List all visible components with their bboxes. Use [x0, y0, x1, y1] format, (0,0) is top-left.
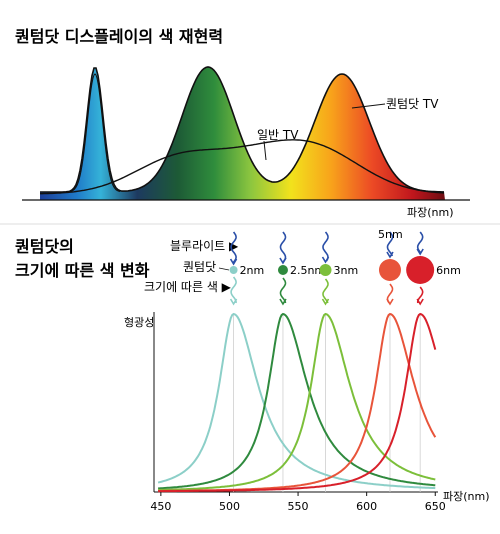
emission-wave-2nm	[230, 276, 237, 304]
emission-wave-5nm-arrow	[386, 298, 394, 306]
curve-2nm	[157, 312, 436, 490]
blue-light-wave-3nm	[322, 231, 329, 262]
bottom-title-line2: 크기에 따른 색 변화	[15, 261, 150, 280]
emission-wave-3nm-arrow	[321, 298, 330, 306]
dot-label-3nm: 3nm	[333, 264, 358, 277]
quantum-dot-2nm	[229, 266, 238, 274]
bottom-y-axis-label: 형광성	[124, 316, 154, 329]
peak-guides	[233, 314, 421, 492]
curve-3nm	[158, 312, 436, 491]
curve-5nm	[158, 312, 437, 492]
x-tick-label-550: 550	[288, 500, 309, 513]
qd-tv-pointer	[351, 103, 386, 109]
legend-quantum-dot: 퀀텀닷	[183, 260, 216, 274]
dot-label-6nm: 6nm	[436, 264, 461, 277]
curve-2.5nm	[158, 312, 436, 490]
top-chart-title: 퀀텀닷 디스플레이의 색 재현력	[15, 27, 223, 46]
blue-light-wave-6nm-arrow	[416, 248, 424, 256]
blue-light-wave-5nm	[386, 231, 394, 257]
bottom-x-ticks: 450 500 550 600 650	[150, 492, 446, 513]
legend-size-color: 크기에 따른 색 ▶	[144, 280, 232, 294]
quantum-dot-3nm	[319, 264, 332, 276]
normal-tv-label: 일반 TV	[257, 128, 299, 142]
blue-light-wave-2.5nm-arrow	[279, 257, 287, 265]
dot-label-2nm: 2nm	[240, 264, 265, 277]
top-x-axis-label: 파장(nm)	[407, 206, 454, 219]
normal-tv-line	[40, 139, 445, 195]
emission-wave-3nm	[322, 278, 329, 304]
dot-label-2.5nm: 2.5nm	[290, 264, 325, 277]
legend-blue-light: 블루라이트 ▶	[170, 239, 239, 253]
emission-wave-2.5nm	[279, 277, 287, 304]
x-tick-label-600: 600	[356, 500, 377, 513]
blue-light-wave-2nm	[230, 231, 237, 264]
emission-wave-2nm-arrow	[229, 298, 238, 306]
x-tick-label-650: 650	[425, 500, 446, 513]
quantum-dots: 2nm 2.5nm 3nm 5nm 6nm	[229, 228, 461, 306]
quantum-dot-6nm	[406, 256, 435, 284]
qd-tv-spectrum	[40, 66, 445, 200]
emission-wave-2.5nm-arrow	[279, 298, 287, 306]
bottom-x-axis-label: 파장(nm)	[443, 490, 490, 503]
x-tick-label-500: 500	[219, 500, 240, 513]
legend-qd-pointer	[218, 267, 230, 271]
qd-tv-label: 퀀텀닷 TV	[386, 97, 439, 111]
emission-wave-6nm-arrow	[416, 298, 424, 306]
blue-light-wave-3nm-arrow	[321, 256, 330, 264]
qd-tv-line	[40, 66, 444, 193]
quantum-dot-2.5nm	[277, 265, 288, 275]
blue-light-wave-2.5nm	[279, 231, 287, 263]
x-tick-label-450: 450	[150, 500, 171, 513]
blue-light-wave-5nm-arrow	[386, 251, 394, 259]
quantum-dot-5nm	[378, 259, 401, 281]
normal-tv-pointer	[263, 140, 267, 161]
dot-label-5nm: 5nm	[378, 228, 403, 241]
blue-light-wave-2nm-arrow	[229, 258, 238, 266]
curve-6nm	[158, 312, 437, 493]
bottom-title-line1: 퀀텀닷의	[15, 237, 74, 256]
emission-curves	[157, 312, 437, 493]
qd-tv-area	[40, 67, 445, 200]
